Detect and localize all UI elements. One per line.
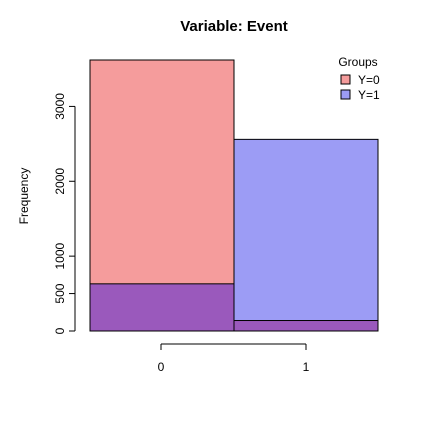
legend-swatch-y1	[340, 89, 351, 100]
bar-y1-bin-1	[234, 139, 378, 321]
legend-title: Groups	[338, 55, 377, 69]
y-tick-label-1000: 1000	[53, 242, 67, 269]
legend-swatch-y0	[340, 74, 351, 85]
y-tick-label-0: 0	[53, 327, 67, 334]
x-tick-label-0: 0	[158, 360, 165, 374]
y-axis: 0 500 1000 2000 3000	[53, 93, 76, 334]
bar-overlap-bin-1	[234, 320, 378, 331]
bars-group	[89, 59, 379, 332]
chart-title: Variable: Event	[180, 18, 288, 35]
y-tick-label-3000: 3000	[53, 93, 67, 120]
bar-y0-bin-0	[90, 60, 234, 284]
x-tick-label-1: 1	[303, 360, 310, 374]
y-tick-label-500: 500	[53, 283, 67, 303]
legend: Groups Y=0Y=1	[338, 55, 380, 102]
y-axis-label: Frequency	[17, 168, 31, 225]
legend-label-y0: Y=0	[358, 73, 380, 87]
bar-overlap-bin-0	[90, 283, 234, 331]
bar-outline-y1-bin-1	[233, 138, 379, 332]
legend-label-y1: Y=1	[358, 88, 380, 102]
y-tick-label-2000: 2000	[53, 168, 67, 195]
